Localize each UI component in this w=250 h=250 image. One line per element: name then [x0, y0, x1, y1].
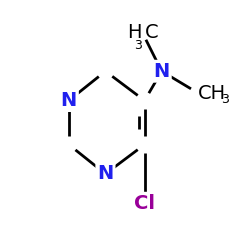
Text: 3: 3: [221, 93, 229, 106]
Text: C: C: [144, 22, 158, 42]
Text: N: N: [61, 91, 77, 110]
Text: CH: CH: [198, 84, 226, 103]
Text: N: N: [97, 164, 114, 184]
Text: H: H: [128, 22, 142, 42]
Text: Cl: Cl: [134, 194, 155, 213]
Text: N: N: [154, 62, 170, 81]
Text: 3: 3: [134, 39, 142, 52]
